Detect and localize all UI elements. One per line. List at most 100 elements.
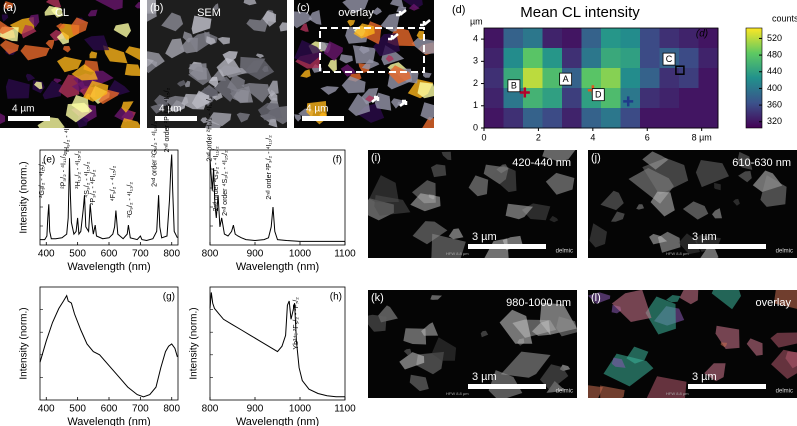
colorbar-label: counts [772,13,797,23]
heatmap-cell [640,68,660,89]
x-tick-label: 1100 [334,249,356,260]
crystal [361,59,380,70]
image [588,150,797,258]
crystal [545,172,575,195]
crystal [5,78,30,99]
panel-title: CL [55,7,69,19]
heatmap-cell [523,68,543,89]
heatmap-cell [484,88,504,109]
x-tick-label: 0 [481,132,486,142]
transition-label: ²G₉/₂ - ⁴I₁₅/₂ [39,161,46,198]
crystal [28,14,40,28]
x-axis-label: Wavelength (nm) [67,416,150,426]
crystal [403,328,427,345]
y-axis-label: Intensity (norm.) [189,307,200,379]
crystal [389,0,404,9]
crystal [480,330,489,338]
inset-label: (d) [696,29,708,40]
region-label: A [563,74,569,84]
scale-bar [468,384,546,389]
crystal [134,1,140,9]
transition-label: 2ⁿᵈ order ²G₉/₂ - ⁴I₁₁/₂ [213,146,220,211]
spectrum-line [39,294,178,398]
crystal [341,76,366,94]
x-tick-label: 1000 [289,404,312,415]
transition-label: ²P₃/₂ - ⁴F₉/₂ [90,169,97,205]
heatmap-cell [581,28,602,49]
hfw: HFW 8.8 µm [446,251,469,256]
heatmap-cell [659,108,680,129]
crystal [441,151,452,161]
crystal [600,190,624,211]
heatmap-cell [503,48,524,69]
transition-label: Yb³⁺: ²F₅/₂ - ²F₇/₂ [293,297,300,350]
panel-label: (a) [3,2,16,14]
heatmap-cell [601,108,621,129]
crystal [737,151,753,170]
heatmap-cell [698,48,719,69]
crystal [416,30,425,40]
transition-label: ²P₃/₂ - ⁴I₁₁/₂ [60,153,67,188]
crystal [403,348,412,356]
region-box [559,72,573,86]
scale-bar [468,244,546,249]
panel-label: (g) [163,292,175,303]
crystal [431,164,447,178]
heatmap-cell [679,28,699,49]
y-tick-label: 2 [473,78,478,88]
x-tick-label: 600 [101,404,118,415]
x-axis-label: Wavelength (nm) [236,416,319,426]
crystal [120,118,140,128]
crystal [712,208,722,219]
x-tick-label: 6 [645,132,650,142]
crystal [646,376,687,398]
heatmap-cell [562,28,582,49]
panel-label: (k) [371,292,384,304]
x-tick-label: 800 [163,249,180,260]
footer-logo: delmic [776,249,793,255]
crystal [408,3,420,11]
crystal [294,40,323,65]
heatmap-cell [562,88,582,109]
panel-title: 420-440 nm [512,157,571,169]
crystal [222,51,238,65]
colorbar-tick-label: 480 [767,49,782,59]
heatmap-cell [542,28,563,49]
crystal [420,102,434,121]
crystal [58,74,80,98]
crystal [412,221,448,245]
crystal [746,338,763,356]
x-tick-label: 700 [132,404,149,415]
crystal [125,46,140,61]
transition-label: 2ⁿᵈ order ²P₃/₂ - ⁴I₁₁/₂ [266,135,273,200]
crystal [711,290,741,310]
image [368,150,577,258]
spectrum-line [209,158,345,242]
crystal [189,31,211,53]
heatmap-cell [698,28,719,49]
crystal [588,385,603,398]
scale-bar-label: 4 µm [12,104,34,115]
image [368,290,577,398]
heatmap-cell [659,28,680,49]
crystal [682,201,709,220]
scale-bar [8,116,50,121]
crystal [163,95,189,111]
crystal [720,342,728,348]
crystal [246,19,269,32]
heatmap-cell [484,108,504,129]
panel-title: SEM [197,7,221,19]
heatmap-cell [542,108,563,129]
heatmap-cell [698,68,719,89]
image [588,290,797,398]
panel-label: (l) [591,292,601,304]
heatmap-cell [523,28,543,49]
crystal [642,151,669,170]
panel-title: overlay [756,297,792,309]
arrow [396,9,407,17]
colorbar-tick-label: 360 [767,99,782,109]
y-tick-label: 4 [473,33,478,43]
spectrum-line [40,154,178,242]
region-box [591,88,605,102]
crystal [243,0,257,6]
